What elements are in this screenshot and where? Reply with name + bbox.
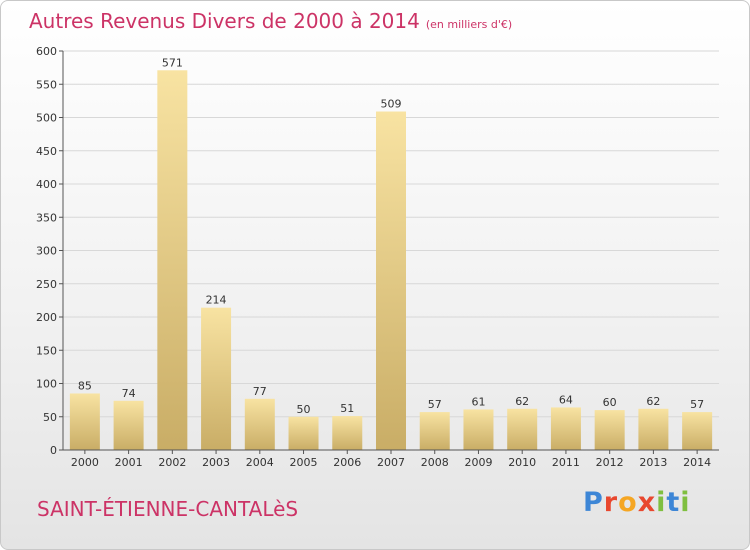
data-label: 214 <box>206 294 227 307</box>
bar <box>638 408 669 450</box>
x-tick-label: 2005 <box>290 456 318 469</box>
data-label: 51 <box>340 402 354 415</box>
y-tick-label: 100 <box>36 378 57 391</box>
logo-letter: i <box>656 487 667 518</box>
bar <box>376 111 406 450</box>
bar <box>157 70 188 450</box>
bar <box>682 412 713 450</box>
bar <box>332 416 363 450</box>
y-tick-label: 0 <box>50 444 57 457</box>
y-tick-label: 600 <box>36 45 57 58</box>
x-tick-label: 2009 <box>464 456 492 469</box>
x-tick-label: 2004 <box>246 456 274 469</box>
bar <box>201 307 232 450</box>
data-label: 77 <box>253 385 267 398</box>
bar <box>550 407 581 450</box>
y-tick-label: 200 <box>36 311 57 324</box>
y-tick-label: 400 <box>36 178 57 191</box>
commune-name: SAINT-ÉTIENNE-CANTALèS <box>37 497 299 521</box>
data-label: 62 <box>646 395 660 408</box>
y-tick-label: 250 <box>36 278 57 291</box>
data-label: 50 <box>297 403 311 416</box>
x-tick-label: 2000 <box>71 456 99 469</box>
bar <box>419 412 450 450</box>
bar <box>288 416 319 450</box>
y-tick-label: 300 <box>36 245 57 258</box>
x-tick-label: 2012 <box>596 456 624 469</box>
x-tick-label: 2010 <box>508 456 536 469</box>
y-tick-label: 150 <box>36 344 57 357</box>
bar <box>69 393 100 450</box>
data-label: 62 <box>515 395 529 408</box>
data-label: 85 <box>78 379 92 392</box>
data-label: 64 <box>559 393 573 406</box>
logo-letter: o <box>618 487 638 518</box>
bar <box>113 400 144 450</box>
logo-letter: t <box>666 487 681 518</box>
bar <box>507 408 538 450</box>
data-label: 60 <box>603 396 617 409</box>
bar <box>244 398 275 450</box>
y-tick-label: 50 <box>43 411 57 424</box>
y-tick-label: 450 <box>36 145 57 158</box>
data-label: 57 <box>428 398 442 411</box>
logo-letter: x <box>637 487 657 518</box>
data-label: 509 <box>381 98 402 111</box>
chart-title: Autres Revenus Divers de 2000 à 2014 (en … <box>29 9 512 33</box>
logo-letter: i <box>680 487 691 518</box>
data-label: 61 <box>471 395 485 408</box>
x-tick-label: 2011 <box>552 456 580 469</box>
y-tick-label: 500 <box>36 112 57 125</box>
data-label: 57 <box>690 398 704 411</box>
x-tick-label: 2003 <box>202 456 230 469</box>
x-tick-label: 2007 <box>377 456 405 469</box>
title-unit: (en milliers d'€) <box>425 18 513 31</box>
title-text: Autres Revenus Divers de 2000 à 2014 <box>29 9 420 33</box>
x-tick-label: 2001 <box>115 456 143 469</box>
data-label: 74 <box>122 387 136 400</box>
x-tick-label: 2014 <box>683 456 711 469</box>
x-tick-label: 2002 <box>158 456 186 469</box>
x-tick-label: 2006 <box>333 456 361 469</box>
x-tick-label: 2013 <box>639 456 667 469</box>
bar <box>463 409 494 450</box>
y-tick-label: 550 <box>36 78 57 91</box>
logo-letter: P <box>583 487 604 518</box>
proxiti-logo: Proxiti <box>583 487 691 518</box>
x-tick-label: 2008 <box>421 456 449 469</box>
y-tick-label: 350 <box>36 211 57 224</box>
bar <box>594 410 625 450</box>
data-label: 571 <box>162 56 183 69</box>
logo-letter: r <box>603 487 619 518</box>
